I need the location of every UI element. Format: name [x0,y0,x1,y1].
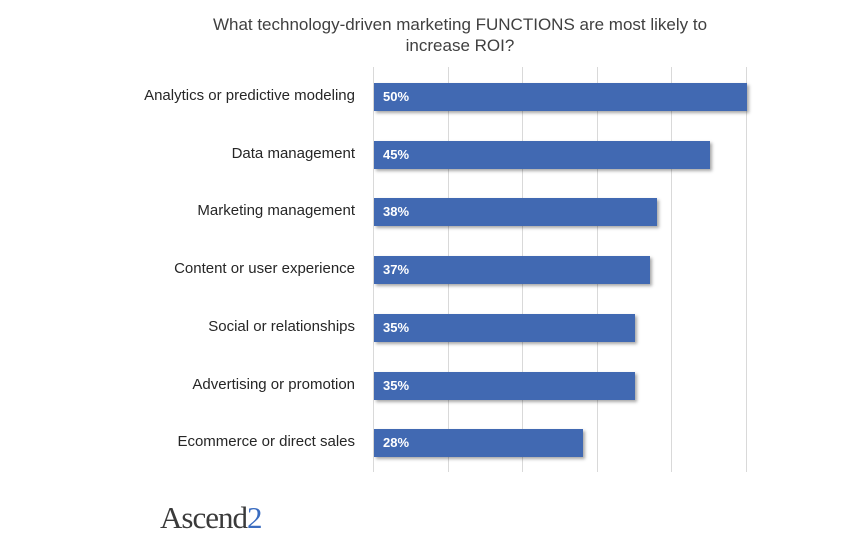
bar: 50% [374,83,747,111]
gridline [373,67,374,472]
category-label: Advertising or promotion [192,375,355,393]
bar-value-label: 35% [383,319,410,335]
bar-value-label: 45% [383,146,410,162]
gridline [671,67,673,472]
bar-value-label: 35% [383,377,410,393]
logo-text: Ascend [160,500,248,535]
category-label: Data management [231,144,355,162]
category-label: Analytics or predictive modeling [144,87,355,104]
bar: 38% [374,198,658,227]
bar-value-label: 38% [383,204,410,220]
bar-value-label: 37% [383,262,410,278]
bar-value-label: 28% [383,435,410,451]
gridline [746,67,747,472]
bar: 35% [374,371,636,400]
bar-value-label: 50% [383,89,410,104]
category-label: Marketing management [197,202,355,220]
chart-title: What technology-driven marketing FUNCTIO… [212,15,708,55]
category-label: Ecommerce or direct sales [177,433,355,451]
bar: 28% [374,429,583,458]
plot-area: 50% 45% 38% 37% 35% 35% 28% [373,67,747,472]
category-label: Social or relationships [208,317,355,335]
category-label: Content or user experience [174,260,355,278]
bar: 45% [374,140,710,169]
ascend2-logo: Ascend2 [160,500,262,536]
logo-suffix: 2 [246,500,262,535]
bar: 35% [374,313,636,342]
bar: 37% [374,256,651,285]
